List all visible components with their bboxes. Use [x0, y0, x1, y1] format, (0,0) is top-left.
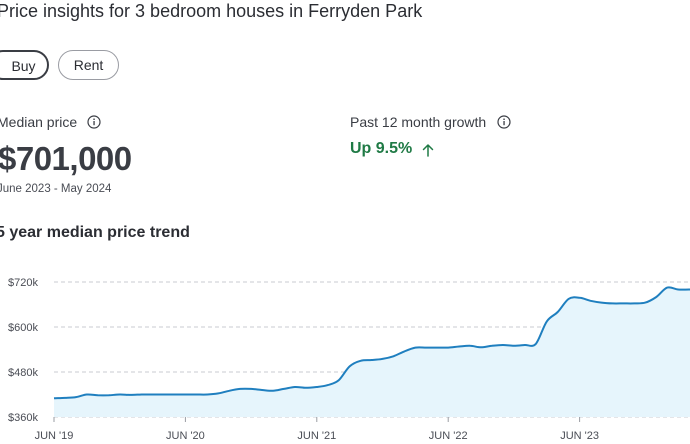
y-tick-label: $360k	[8, 412, 38, 424]
chart-area-fill	[54, 287, 690, 417]
chart-series-line	[53, 286, 690, 400]
median-price-label: Median price	[0, 114, 78, 130]
chart-ticks: $720k $600k $480k $360k JUN '19 JUN '20 JUN '2…	[8, 277, 599, 442]
page-title: Price insights for 3 bedroom houses in F…	[0, 1, 423, 21]
rent-toggle-button[interactable]: Rent	[58, 50, 119, 80]
x-tick-label: JUN '20	[166, 430, 205, 442]
median-price-value: $701,000	[0, 140, 132, 177]
x-tick-label: JUN '19	[35, 430, 74, 442]
growth-label: Past 12 month growth	[350, 114, 487, 130]
y-tick-label: $720k	[8, 277, 38, 289]
info-icon[interactable]	[497, 115, 511, 129]
x-tick-label: JUN '22	[429, 430, 468, 442]
x-tick-label: JUN '21	[297, 430, 336, 442]
price-trend-chart: $720k $600k $480k $360k JUN '19 JUN '20 JUN '2…	[8, 277, 690, 442]
x-tick-label: JUN '23	[560, 430, 599, 442]
info-icon[interactable]	[87, 115, 101, 129]
growth-value: Up 9.5%	[350, 140, 413, 157]
median-price-period: June 2023 - May 2024	[0, 183, 112, 195]
trend-heading: 5 year median price trend	[0, 224, 190, 241]
y-tick-label: $480k	[8, 367, 38, 379]
arrow-up-icon	[422, 144, 434, 157]
y-tick-label: $600k	[8, 322, 38, 334]
buy-toggle-button[interactable]: Buy	[0, 50, 49, 80]
